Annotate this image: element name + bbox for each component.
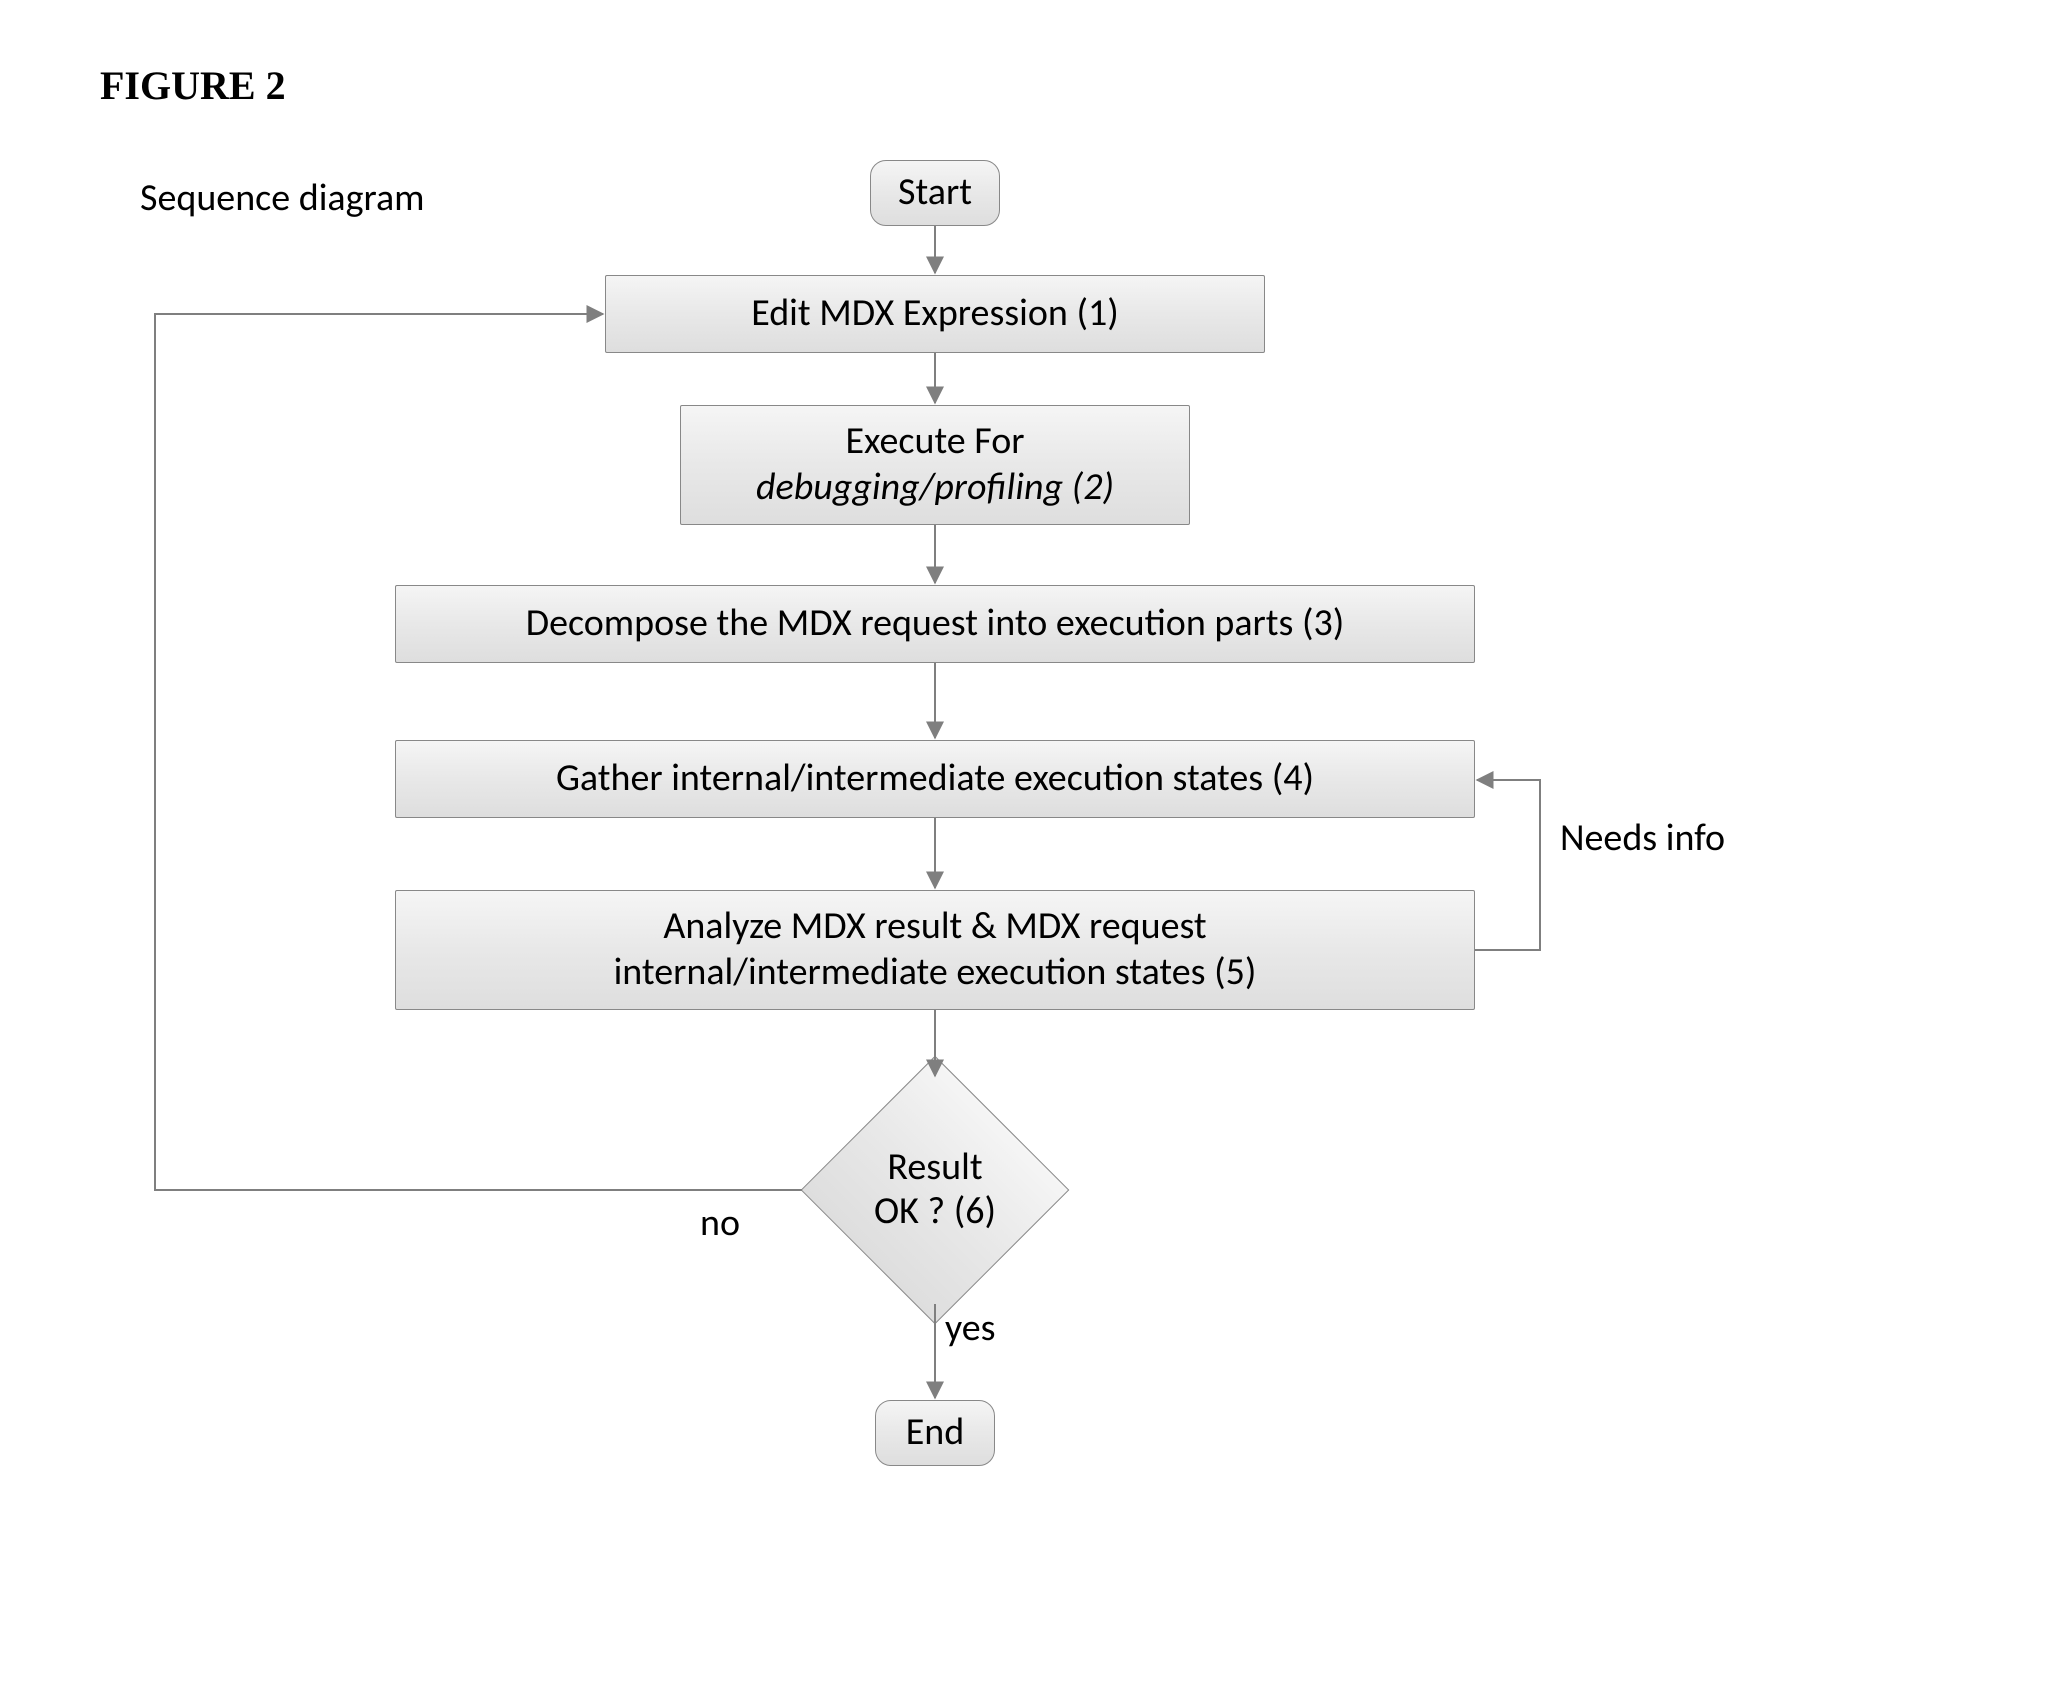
process-execute-line2: debugging/profiling (2) — [756, 465, 1114, 511]
process-analyze-line1: Analyze MDX result & MDX request — [614, 904, 1257, 950]
decision-result-ok: Result OK ? (6) — [840, 1095, 1030, 1285]
process-execute-line1: Execute For — [756, 419, 1114, 465]
process-analyze: Analyze MDX result & MDX request interna… — [395, 890, 1475, 1010]
decision-line2: OK ? (6) — [874, 1190, 996, 1234]
label-no: no — [700, 1200, 740, 1246]
process-analyze-line2: internal/intermediate execution states (… — [614, 950, 1257, 996]
process-decompose: Decompose the MDX request into execution… — [395, 585, 1475, 663]
process-gather: Gather internal/intermediate execution s… — [395, 740, 1475, 818]
label-needs-info: Needs info — [1560, 815, 1725, 861]
end-terminator: End — [875, 1400, 995, 1466]
label-yes: yes — [945, 1305, 996, 1351]
decision-line1: Result — [874, 1146, 996, 1190]
figure-title: FIGURE 2 — [100, 62, 286, 109]
diagram-subtitle: Sequence diagram — [140, 175, 425, 221]
process-execute: Execute For debugging/profiling (2) — [680, 405, 1190, 525]
flowchart-connectors — [0, 0, 2059, 1697]
process-edit-mdx: Edit MDX Expression (1) — [605, 275, 1265, 353]
start-terminator: Start — [870, 160, 1000, 226]
